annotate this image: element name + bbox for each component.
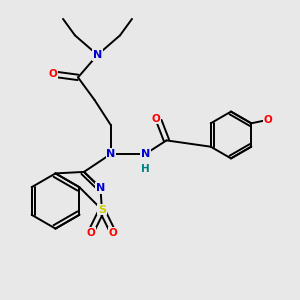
Text: O: O <box>152 113 160 124</box>
Text: H: H <box>141 164 150 174</box>
Text: O: O <box>48 69 57 80</box>
Text: O: O <box>109 228 117 238</box>
Text: N: N <box>96 183 105 193</box>
Text: O: O <box>86 228 95 238</box>
Text: N: N <box>141 149 150 159</box>
Text: N: N <box>106 149 116 159</box>
Text: S: S <box>98 205 106 215</box>
Text: O: O <box>264 115 272 125</box>
Text: N: N <box>93 50 102 60</box>
